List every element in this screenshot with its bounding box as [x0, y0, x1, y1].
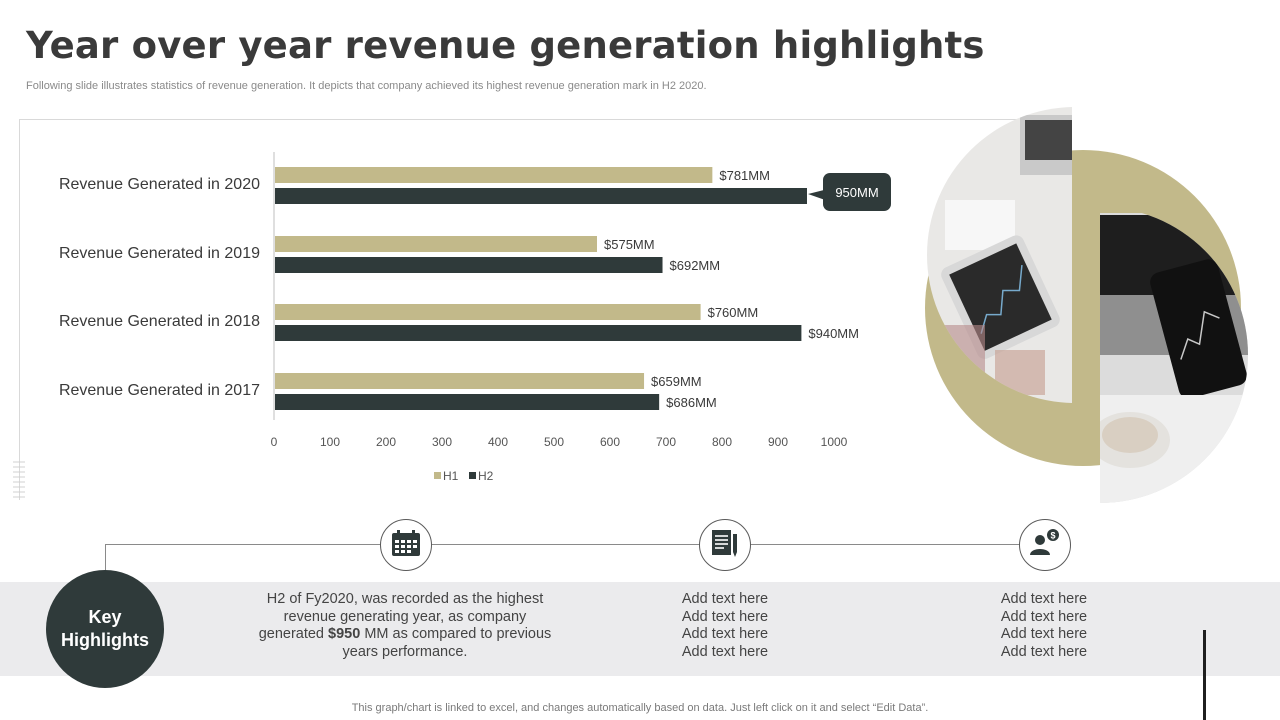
key-highlights-badge: Key Highlights — [46, 570, 164, 688]
timeline-connector — [105, 544, 106, 574]
x-tick-label: 200 — [376, 435, 396, 449]
highlight-3-text: Add text here Add text here Add text her… — [959, 591, 1129, 661]
user-dollar-icon: $ — [1029, 528, 1061, 563]
highlight-2-line: Add text here — [681, 643, 769, 660]
highlight-2-line: Add text here — [681, 626, 769, 643]
decorative-photo-collage — [925, 105, 1255, 515]
highlight-3-line: Add text here — [1000, 643, 1088, 660]
decorative-vertical-bar — [1203, 630, 1206, 720]
x-tick-label: 700 — [656, 435, 676, 449]
highlight-1-icon-circle — [380, 519, 432, 571]
data-label: $686MM — [666, 395, 717, 410]
highlight-1-text: H2 of Fy2020, was recorded as the highes… — [258, 591, 552, 660]
timeline-line — [105, 544, 1045, 545]
category-label: Revenue Generated in 2018 — [59, 313, 260, 330]
legend-swatch-h1 — [434, 472, 441, 479]
highlight-3-line: Add text here — [1000, 591, 1088, 607]
bar-h1 — [275, 236, 597, 252]
page-subtitle: Following slide illustrates statistics o… — [26, 80, 707, 92]
legend-label: H2 — [478, 469, 494, 483]
bar-h1 — [275, 304, 701, 320]
x-tick-label: 800 — [712, 435, 732, 449]
bar-h2 — [275, 394, 660, 410]
x-tick-label: 900 — [768, 435, 788, 449]
x-tick-label: 600 — [600, 435, 620, 449]
bar-h1 — [275, 373, 645, 389]
data-label: $659MM — [651, 374, 702, 389]
footer-note: This graph/chart is linked to excel, and… — [351, 702, 929, 714]
key-highlights-line1: Key — [88, 607, 122, 627]
highlight-2-text: Add text here Add text here Add text her… — [640, 591, 810, 661]
highlight-3-line: Add text here — [1000, 608, 1088, 625]
highlight-2-icon-circle — [699, 519, 751, 571]
legend-swatch-h2 — [469, 472, 476, 479]
highlight-3-line: Add text here — [1000, 626, 1088, 643]
x-tick-label: 100 — [320, 435, 340, 449]
page-title: Year over year revenue generation highli… — [26, 24, 985, 67]
x-tick-label: 300 — [432, 435, 452, 449]
key-highlights-line2: Highlights — [61, 630, 149, 650]
highlight-2-line: Add text here — [681, 591, 769, 607]
bar-h2 — [275, 325, 802, 341]
category-label: Revenue Generated in 2017 — [59, 382, 260, 399]
x-tick-label: 500 — [544, 435, 564, 449]
data-label: $760MM — [708, 305, 759, 320]
highlight-3-icon-circle: $ — [1019, 519, 1071, 571]
bar-h2 — [275, 257, 663, 273]
document-icon — [710, 528, 740, 563]
x-tick-label: 1000 — [821, 435, 848, 449]
category-label: Revenue Generated in 2020 — [59, 176, 260, 193]
highlights-band — [0, 582, 1280, 676]
legend-label: H1 — [443, 469, 459, 483]
data-label: $781MM — [719, 168, 770, 183]
calendar-icon — [391, 529, 421, 562]
callout-box — [823, 173, 891, 211]
svg-text:$: $ — [1050, 530, 1055, 540]
bar-h2 — [275, 188, 807, 204]
sidebar-handle — [13, 460, 27, 500]
data-label: $692MM — [670, 258, 721, 273]
callout-label: 950MM — [835, 185, 878, 200]
x-tick-label: 0 — [271, 435, 278, 449]
data-label: $940MM — [808, 326, 859, 341]
revenue-bar-chart[interactable]: Revenue Generated in 2020 $781MM Revenue G… — [20, 120, 1020, 500]
x-tick-label: 400 — [488, 435, 508, 449]
highlight-2-line: Add text here — [681, 608, 769, 625]
chart-frame: Revenue Generated in 2020 $781MM Revenue G… — [19, 119, 1020, 500]
bar-h1 — [275, 167, 713, 183]
data-label: $575MM — [604, 237, 655, 252]
category-label: Revenue Generated in 2019 — [59, 245, 260, 262]
